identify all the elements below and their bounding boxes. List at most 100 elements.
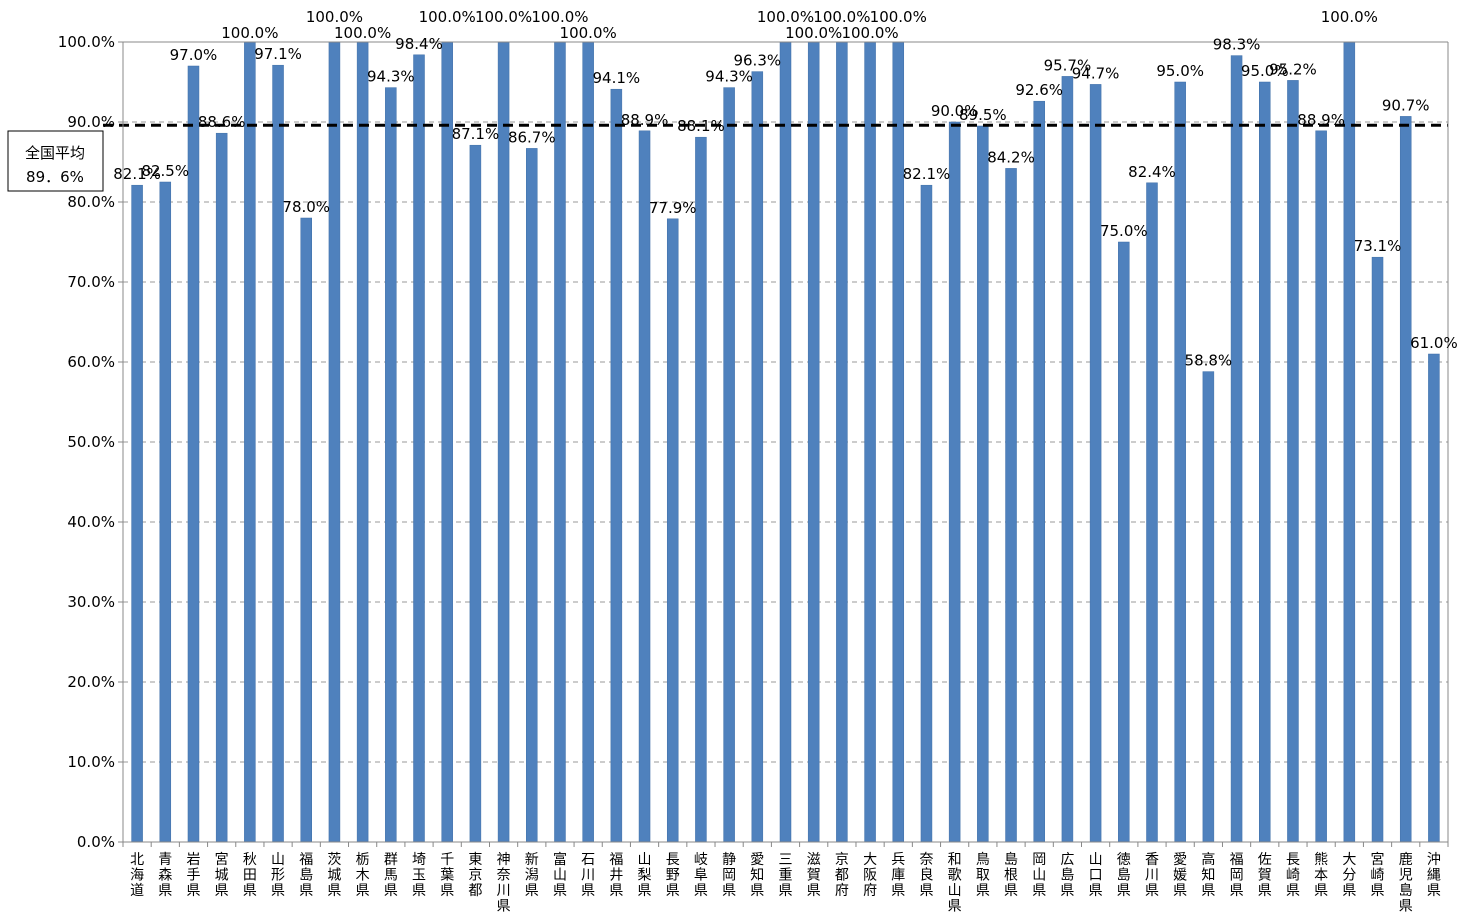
data-label: 58.8% — [1185, 352, 1233, 370]
bar — [554, 41, 566, 843]
category-label: 長野県 — [666, 852, 680, 899]
category-label: 三重県 — [779, 852, 793, 899]
bar — [441, 41, 453, 843]
bar — [723, 87, 735, 843]
bar — [300, 217, 312, 843]
data-label: 82.1% — [903, 165, 951, 183]
data-label: 97.1% — [254, 45, 302, 63]
category-label: 和歌山県 — [948, 852, 962, 915]
data-label: 84.2% — [987, 148, 1035, 166]
bar — [807, 41, 820, 843]
category-label: 山梨県 — [638, 852, 652, 899]
y-tick-labels: 0.0% 10.0% 20.0% 30.0% 40.0% 50.0% 60.0% 70.0% 8… — [58, 33, 115, 851]
bar — [1061, 76, 1074, 843]
y-tick-label: 100.0% — [58, 33, 115, 51]
data-label: 94.3% — [705, 68, 753, 86]
data-label: 88.6% — [198, 113, 246, 131]
bar — [1174, 81, 1186, 843]
data-label: 92.6% — [1015, 81, 1063, 99]
data-label: 88.9% — [1297, 111, 1345, 129]
category-label: 沖縄県 — [1427, 852, 1441, 899]
national-average-box — [7, 130, 104, 192]
bar — [1259, 81, 1271, 843]
national-average-value: 89．6% — [26, 168, 84, 186]
bar — [638, 130, 651, 843]
bar — [1118, 241, 1130, 843]
category-label: 秋田県 — [243, 852, 257, 899]
data-label: 88.1% — [677, 117, 725, 135]
y-tick-label: 60.0% — [67, 353, 115, 371]
bar — [1428, 353, 1440, 843]
category-label: 愛知県 — [750, 852, 764, 899]
data-label: 94.3% — [367, 68, 415, 86]
category-label: 高知県 — [1201, 851, 1215, 899]
category-label: 山形県 — [271, 852, 285, 899]
category-label: 長崎県 — [1286, 852, 1300, 899]
bar — [610, 88, 623, 843]
y-tick-label: 0.0% — [77, 833, 115, 851]
data-label: 100.0% — [221, 24, 278, 42]
data-label: 100.0% — [870, 8, 927, 26]
category-label: 鳥取県 — [976, 852, 990, 899]
category-label: 岩手県 — [186, 852, 200, 899]
bar — [920, 184, 933, 843]
data-label: 98.4% — [395, 35, 443, 53]
bar — [469, 144, 482, 843]
bar — [215, 132, 228, 843]
category-label: 佐賀県 — [1258, 852, 1272, 899]
data-label: 94.7% — [1072, 64, 1120, 82]
data-label: 100.0% — [841, 24, 898, 42]
category-label: 京都府 — [835, 852, 849, 899]
bar — [1005, 168, 1017, 843]
category-label: 富山県 — [553, 851, 567, 899]
bar — [526, 148, 538, 843]
bar — [1343, 41, 1356, 843]
category-label: 徳島県 — [1117, 852, 1131, 899]
category-label: 滋賀県 — [807, 852, 821, 899]
category-label: 群馬県 — [384, 852, 398, 899]
data-label: 95.2% — [1269, 60, 1317, 78]
category-label: 山口県 — [1089, 852, 1103, 899]
bar — [328, 41, 341, 843]
category-label: 愛媛県 — [1173, 852, 1187, 899]
category-label: 鹿児島県 — [1399, 851, 1413, 915]
y-tick-label: 20.0% — [67, 673, 115, 691]
data-label: 100.0% — [306, 8, 363, 26]
category-label: 宮城県 — [215, 852, 229, 899]
category-label: 広島県 — [1060, 852, 1074, 899]
bar — [1287, 80, 1299, 843]
bar — [272, 64, 284, 843]
data-label: 95.0% — [1156, 62, 1204, 80]
data-label: 87.1% — [452, 125, 500, 143]
data-label: 73.1% — [1354, 237, 1402, 255]
category-label: 神奈川県 — [497, 852, 511, 915]
bar — [1089, 84, 1102, 843]
bar — [131, 184, 143, 843]
bar — [582, 41, 594, 843]
data-labels: 82.1%82.5%97.0%88.6%100.0%97.1%78.0%100.… — [113, 8, 1457, 370]
category-label: 福島県 — [299, 852, 313, 899]
data-label: 95.7% — [1044, 56, 1092, 74]
data-label: 100.0% — [531, 8, 588, 26]
bar — [1371, 256, 1384, 843]
bar — [244, 41, 256, 843]
data-label: 82.4% — [1128, 163, 1176, 181]
category-label: 福井県 — [609, 852, 623, 899]
data-label: 97.0% — [170, 46, 218, 64]
bar — [864, 41, 876, 843]
data-label: 100.0% — [785, 24, 842, 42]
bar — [187, 65, 200, 843]
data-label: 100.0% — [1321, 8, 1378, 26]
national-average-annotation: 全国平均 89．6% — [7, 130, 104, 192]
category-label: 岡山県 — [1032, 852, 1046, 899]
bar — [1399, 116, 1412, 843]
data-label: 100.0% — [475, 8, 532, 26]
bar — [1033, 100, 1045, 843]
bar — [1230, 55, 1243, 843]
category-label: 熊本県 — [1314, 852, 1328, 899]
y-tick-label: 10.0% — [67, 753, 115, 771]
bar — [836, 41, 848, 843]
bar — [892, 41, 905, 843]
data-label: 100.0% — [757, 8, 814, 26]
